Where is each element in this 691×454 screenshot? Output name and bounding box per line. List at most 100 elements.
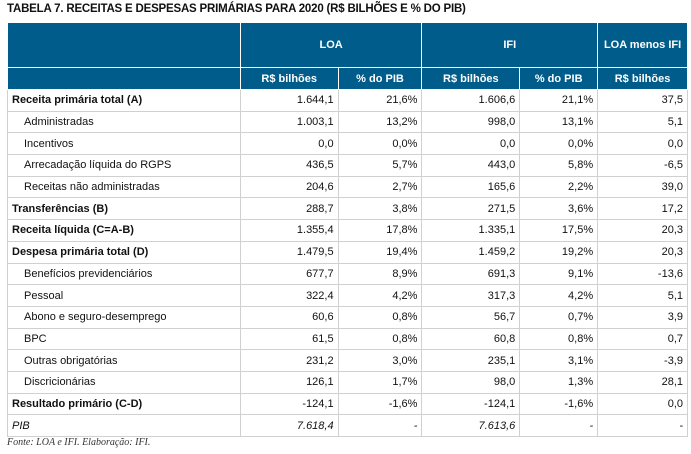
header-loa: LOA	[239, 22, 423, 68]
cell-value: 1.479,5	[239, 240, 339, 264]
row-label: Despesa primária total (D)	[7, 240, 241, 264]
cell-value: 60,8	[421, 327, 521, 351]
cell-value: 322,4	[239, 284, 339, 307]
cell-value: -124,1	[239, 392, 339, 416]
table-row: Pessoal 322,4 4,2% 317,3 4,2% 5,1	[7, 284, 688, 307]
header-loa-menos-ifi: LOA menos IFI	[597, 22, 688, 68]
cell-value: 37,5	[597, 89, 688, 112]
cell-value: 39,0	[597, 175, 688, 199]
table-title: TABELA 7. RECEITAS E DESPESAS PRIMÁRIAS …	[7, 3, 466, 15]
cell-value: 691,3	[421, 262, 521, 286]
cell-value: 1.644,1	[239, 89, 339, 112]
subheader: % do PIB	[519, 67, 599, 90]
cell-value: 5,7%	[337, 154, 423, 177]
cell-value: 13,2%	[337, 110, 423, 134]
cell-value: 20,3	[597, 219, 688, 242]
table-row: Arrecadação líquida do RGPS 436,5 5,7% 443,…	[7, 154, 688, 177]
cell-value: 3,9	[597, 305, 688, 329]
table-row: Transferências (B) 288,7 3,8% 271,5 3,6% 17,2	[7, 197, 688, 221]
cell-value: 21,1%	[519, 89, 599, 112]
cell-value: 5,8%	[519, 154, 599, 177]
cell-value: 443,0	[421, 154, 521, 177]
cell-value: 436,5	[239, 154, 339, 177]
cell-value: 98,0	[421, 370, 521, 394]
cell-value: 1,3%	[519, 370, 599, 394]
cell-value: 19,4%	[337, 240, 423, 264]
source-note: Fonte: LOA e IFI. Elaboração: IFI.	[7, 437, 151, 448]
cell-value: 17,8%	[337, 219, 423, 242]
cell-value: 9,1%	[519, 262, 599, 286]
subheader: R$ bilhões	[421, 67, 521, 90]
cell-value: -1,6%	[519, 392, 599, 416]
cell-value: 0,8%	[337, 305, 423, 329]
row-label: Outras obrigatórias	[7, 349, 241, 372]
table-row: BPC 61,5 0,8% 60,8 0,8% 0,7	[7, 327, 688, 351]
row-label: Transferências (B)	[7, 197, 241, 221]
row-label: BPC	[7, 327, 241, 351]
table-row: Despesa primária total (D) 1.479,5 19,4% 1.…	[7, 240, 688, 264]
cell-value: 0,8%	[337, 327, 423, 351]
subheader: % do PIB	[337, 67, 423, 90]
table-row: Receita primária total (A) 1.644,1 21,6% 1.…	[7, 89, 688, 112]
cell-value: 677,7	[239, 262, 339, 286]
cell-value: 126,1	[239, 370, 339, 394]
header-blank-2	[7, 67, 241, 90]
cell-value: -124,1	[421, 392, 521, 416]
cell-value: 271,5	[421, 197, 521, 221]
cell-value: 1,7%	[337, 370, 423, 394]
table-row: Abono e seguro-desemprego 60,6 0,8% 56,7 0,7…	[7, 305, 688, 329]
cell-value: -	[597, 414, 688, 437]
cell-value: 3,6%	[519, 197, 599, 221]
cell-value: -6,5	[597, 154, 688, 177]
row-label: Abono e seguro-desemprego	[7, 305, 241, 329]
cell-value: 0,0	[421, 132, 521, 156]
cell-value: -3,9	[597, 349, 688, 372]
row-label: Receita primária total (A)	[7, 89, 241, 112]
cell-value: 204,6	[239, 175, 339, 199]
row-label: Receita líquida (C=A-B)	[7, 219, 241, 242]
header-ifi: IFI	[421, 22, 599, 68]
cell-value: 3,1%	[519, 349, 599, 372]
cell-value: 21,6%	[337, 89, 423, 112]
cell-value: 60,6	[239, 305, 339, 329]
cell-value: 4,2%	[519, 284, 599, 307]
cell-value: -13,6	[597, 262, 688, 286]
row-label: Discricionárias	[7, 370, 241, 394]
cell-value: 5,1	[597, 284, 688, 307]
table-row: Benefícios previdenciários 677,7 8,9% 691,3…	[7, 262, 688, 286]
table-row: PIB 7.618,4-7.613,6- -	[7, 414, 688, 437]
cell-value: 0,0	[239, 132, 339, 156]
cell-value: 17,5%	[519, 219, 599, 242]
row-label: Administradas	[7, 110, 241, 134]
cell-value: 1.335,1	[421, 219, 521, 242]
cell-value: 3,8%	[337, 197, 423, 221]
row-label: Resultado primário (C-D)	[7, 392, 241, 416]
cell-value: -	[337, 414, 423, 437]
table-row: Outras obrigatórias 231,2 3,0% 235,1 3,1% -3,…	[7, 349, 688, 372]
cell-value: 56,7	[421, 305, 521, 329]
table-row: Administradas 1.003,1 13,2% 998,0 13,1% 5,1	[7, 110, 688, 134]
cell-value: 0,7	[597, 327, 688, 351]
cell-value: 3,0%	[337, 349, 423, 372]
cell-value: 1.606,6	[421, 89, 521, 112]
cell-value: 1.355,4	[239, 219, 339, 242]
cell-value: -1,6%	[337, 392, 423, 416]
cell-value: 0,0	[597, 392, 688, 416]
row-label: Incentivos	[7, 132, 241, 156]
cell-value: 235,1	[421, 349, 521, 372]
cell-value: 0,7%	[519, 305, 599, 329]
table-row: Receitas não administradas 204,6 2,7% 165,6…	[7, 175, 688, 199]
cell-value: 288,7	[239, 197, 339, 221]
cell-value: 13,1%	[519, 110, 599, 134]
cell-value: 4,2%	[337, 284, 423, 307]
table-row: Resultado primário (C-D) -124,1 -1,6% -124,…	[7, 392, 688, 416]
cell-value: 20,3	[597, 240, 688, 264]
cell-value: 5,1	[597, 110, 688, 134]
cell-value: 17,2	[597, 197, 688, 221]
cell-value: 0,0	[597, 132, 688, 156]
cell-value: 7.613,6	[421, 414, 521, 437]
cell-value: 61,5	[239, 327, 339, 351]
table-row: Discricionárias 126,1 1,7% 98,0 1,3% 28,1	[7, 370, 688, 394]
data-table: LOA IFI LOA menos IFI R$ bilhões % do PI…	[7, 22, 688, 437]
table-row: Receita líquida (C=A-B) 1.355,4 17,8% 1.335…	[7, 219, 688, 242]
